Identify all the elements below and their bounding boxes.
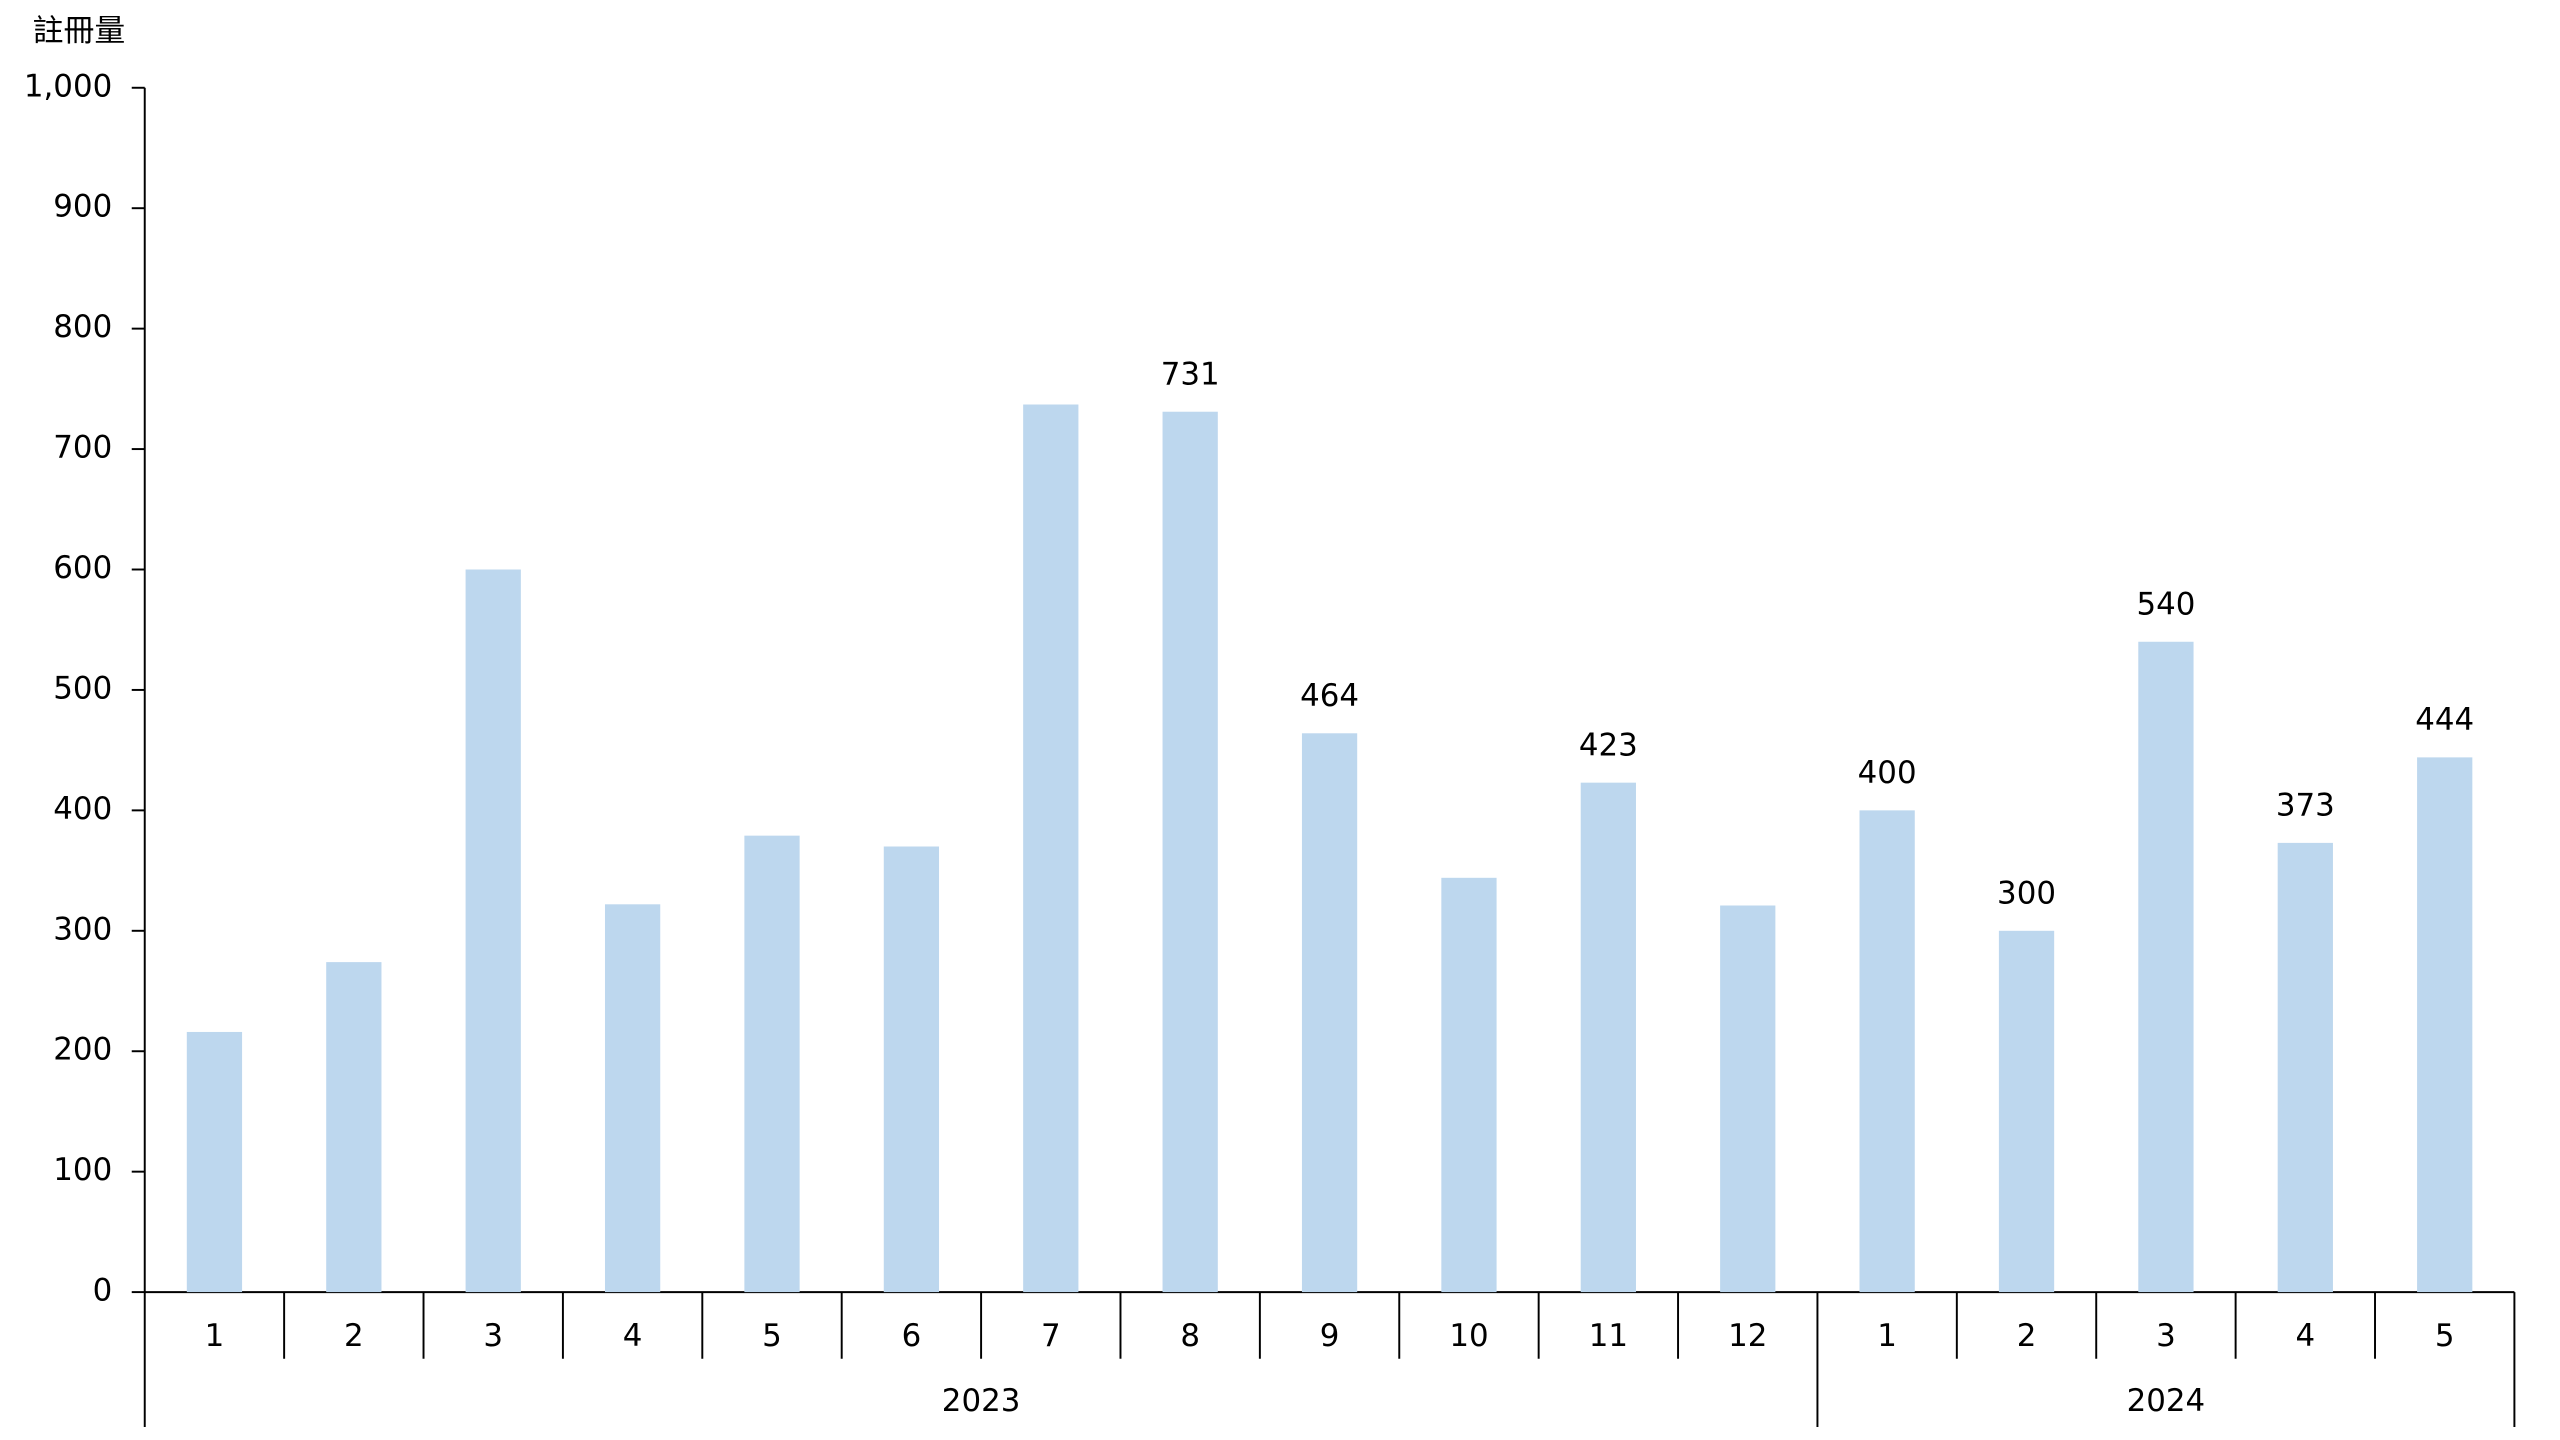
bar <box>2417 757 2473 1293</box>
bar <box>326 962 382 1293</box>
y-axis-label: 註冊量 <box>33 13 126 49</box>
bar <box>1162 411 1218 1293</box>
x-tick-label: 3 <box>483 1318 503 1354</box>
data-label: 540 <box>2136 587 2195 623</box>
y-tick-label: 0 <box>93 1273 113 1309</box>
y-tick-label: 500 <box>53 670 112 706</box>
bar <box>1441 877 1497 1293</box>
x-tick-label: 7 <box>1041 1318 1061 1354</box>
group-label: 2024 <box>2127 1383 2206 1419</box>
y-tick-label: 300 <box>53 911 112 947</box>
bar <box>1023 404 1079 1293</box>
x-tick-label: 5 <box>2435 1318 2455 1354</box>
y-tick-label: 1,000 <box>24 68 112 104</box>
bar <box>1998 930 2055 1293</box>
data-label: 464 <box>1300 678 1359 714</box>
y-tick-label: 800 <box>53 309 112 345</box>
x-tick-label: 2 <box>2017 1318 2037 1354</box>
x-tick-label: 4 <box>2295 1318 2315 1354</box>
y-tick-label: 600 <box>53 550 112 586</box>
x-tick-label: 2 <box>344 1318 364 1354</box>
data-label: 731 <box>1161 356 1220 392</box>
data-label: 423 <box>1579 727 1638 763</box>
x-tick-label: 3 <box>2156 1318 2176 1354</box>
x-tick-label: 5 <box>762 1318 782 1354</box>
x-tick-label: 12 <box>1728 1318 1767 1354</box>
x-tick-label: 1 <box>205 1318 225 1354</box>
group-label: 2023 <box>942 1383 1021 1419</box>
bar <box>186 1031 243 1293</box>
bar <box>465 569 521 1293</box>
x-tick-label: 11 <box>1589 1318 1628 1354</box>
x-tick-label: 1 <box>1877 1318 1897 1354</box>
y-tick-label: 900 <box>53 189 112 225</box>
bar <box>1859 810 1915 1293</box>
x-tick-label: 6 <box>902 1318 922 1354</box>
bar <box>883 846 940 1293</box>
data-label: 400 <box>1858 755 1917 791</box>
bar <box>2138 641 2194 1293</box>
bar <box>604 904 661 1293</box>
bar <box>744 835 800 1293</box>
y-tick-label: 700 <box>53 430 112 466</box>
x-tick-label: 8 <box>1180 1318 1200 1354</box>
x-tick-label: 4 <box>623 1318 643 1354</box>
bar <box>2277 842 2333 1293</box>
data-label: 444 <box>2415 702 2474 738</box>
data-label: 300 <box>1997 876 2056 912</box>
bar <box>1720 905 1776 1293</box>
y-tick-label: 400 <box>53 791 112 827</box>
y-tick-label: 100 <box>53 1152 112 1188</box>
x-tick-label: 10 <box>1449 1318 1488 1354</box>
x-tick-label: 9 <box>1320 1318 1340 1354</box>
bar <box>1580 782 1636 1293</box>
y-tick-label: 200 <box>53 1032 112 1068</box>
bar <box>1301 733 1358 1293</box>
data-label: 373 <box>2276 788 2335 824</box>
